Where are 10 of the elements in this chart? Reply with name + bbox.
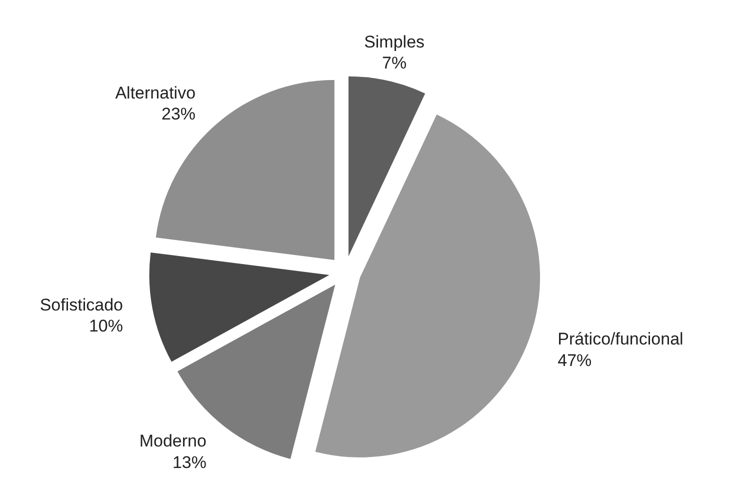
slice-label: Prático/funcional — [558, 330, 684, 349]
slice-label: Simples — [364, 32, 425, 52]
slice-label: Moderno — [139, 432, 206, 451]
data-label: 13% — [172, 452, 206, 472]
data-label: 47% — [558, 350, 592, 370]
data-label: 23% — [162, 104, 196, 124]
slice-label: Sofisticado — [40, 295, 124, 314]
slice-label: Alternativo — [115, 83, 196, 102]
data-label: 10% — [88, 316, 124, 336]
data-label: 7% — [382, 54, 407, 73]
